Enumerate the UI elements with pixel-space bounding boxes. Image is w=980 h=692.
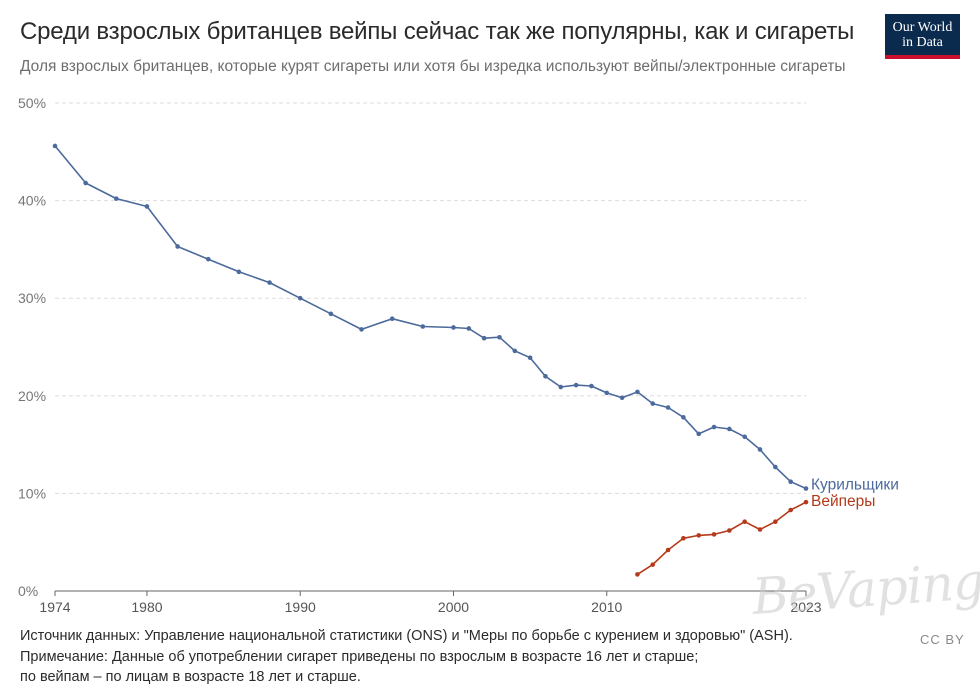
data-point [742, 434, 747, 440]
y-tick-label: 30% [18, 290, 46, 306]
data-point [727, 426, 732, 432]
data-point [205, 256, 211, 262]
data-point [773, 464, 778, 470]
series-line-0 [54, 145, 807, 490]
data-point [788, 507, 793, 513]
data-point [650, 562, 656, 567]
data-point [114, 196, 119, 201]
series-label: Вейперы [811, 493, 875, 510]
license-label[interactable]: CC BY [920, 632, 965, 647]
data-point [297, 295, 303, 301]
data-point [681, 414, 686, 420]
data-point [451, 325, 456, 330]
data-point [527, 355, 533, 361]
data-point [359, 327, 364, 332]
x-tick-label: 1990 [285, 599, 316, 615]
logo-line-2: in Data [902, 35, 943, 50]
x-tick-label: 2023 [790, 599, 821, 615]
chart-subtitle: Доля взрослых британцев, которые курят с… [20, 58, 846, 75]
y-tick-label: 50% [18, 95, 46, 111]
data-point [144, 204, 150, 209]
chart-footer: Источник данных: Управление национальной… [20, 626, 793, 688]
data-point [650, 401, 656, 406]
data-point [481, 335, 487, 341]
data-point [175, 244, 180, 249]
data-point [711, 532, 717, 537]
data-point [773, 519, 778, 525]
owid-logo[interactable]: Our World in Data [885, 14, 960, 59]
data-point [420, 324, 426, 329]
data-point [573, 382, 579, 388]
data-point [328, 311, 334, 317]
data-point [681, 535, 686, 541]
data-point [389, 316, 395, 321]
y-tick-label: 20% [18, 388, 46, 404]
data-point [604, 390, 610, 396]
data-point [727, 528, 732, 533]
data-point [543, 373, 548, 379]
data-point [742, 519, 747, 525]
data-point [52, 143, 58, 149]
data-point [803, 499, 809, 505]
x-tick-label: 1980 [131, 599, 162, 615]
data-point [512, 348, 518, 354]
y-tick-label: 0% [18, 583, 38, 599]
x-tick-label: 2000 [438, 599, 469, 615]
logo-line-1: Our World [892, 20, 953, 35]
data-point [711, 424, 717, 430]
data-point [466, 326, 472, 331]
data-point [635, 389, 640, 395]
data-point [757, 527, 763, 532]
data-point [757, 447, 763, 452]
data-point [558, 384, 564, 390]
note-line-1: Примечание: Данные об употреблении сигар… [20, 648, 699, 665]
data-point [788, 479, 793, 484]
data-point [619, 395, 625, 401]
data-point [589, 383, 594, 389]
x-tick-label: 1974 [39, 599, 70, 615]
source-note: Источник данных: Управление национальной… [20, 628, 793, 644]
note-line-2: по вейпам – по лицам в возрасте 18 лет и… [20, 669, 361, 685]
series-label: Курильщики [811, 477, 899, 494]
data-point [267, 280, 272, 285]
y-tick-label: 40% [18, 193, 46, 209]
data-point [696, 533, 702, 538]
data-point [665, 405, 671, 410]
x-tick-label: 2010 [591, 599, 622, 615]
data-point [635, 572, 640, 577]
y-tick-label: 10% [18, 485, 46, 501]
data-point [696, 431, 702, 437]
data-point [83, 180, 88, 186]
data-point [803, 486, 809, 491]
data-point [665, 547, 671, 553]
data-point [236, 269, 242, 275]
data-point [497, 334, 502, 340]
chart-title: Среди взрослых британцев вейпы сейчас та… [20, 18, 855, 45]
series-line-1 [636, 501, 807, 576]
